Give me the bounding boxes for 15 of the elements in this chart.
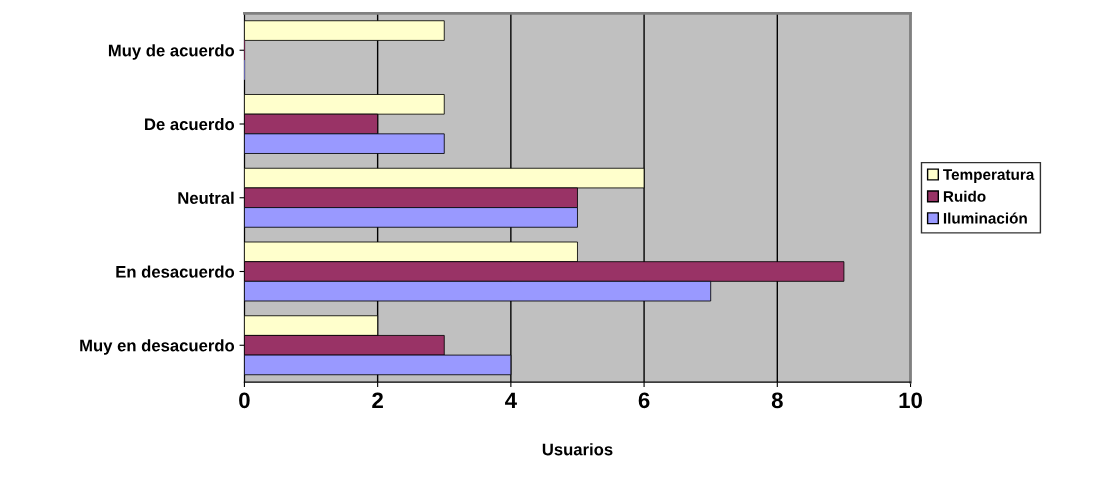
x-axis-title: Usuarios <box>542 443 613 456</box>
y-tick-label: Muy de acuerdo <box>108 44 235 60</box>
x-tick-label: 2 <box>372 392 383 408</box>
y-tick-label: Neutral <box>178 191 234 204</box>
y-tick-label: Muy en desacuerdo <box>80 339 235 355</box>
legend-label: Ruido <box>943 190 986 202</box>
y-tick-label: De acuerdo <box>145 117 235 131</box>
x-tick-label: 4 <box>505 392 517 408</box>
x-tick-label: 8 <box>771 392 783 409</box>
legend-label: Iluminación <box>943 212 1027 224</box>
x-tick-label: 10 <box>899 392 922 409</box>
x-tick-label: 6 <box>638 392 650 409</box>
legend-label: Temperatura <box>943 169 1035 183</box>
y-tick-label: En desacuerdo <box>116 265 235 278</box>
x-tick-label: 0 <box>239 392 250 409</box>
